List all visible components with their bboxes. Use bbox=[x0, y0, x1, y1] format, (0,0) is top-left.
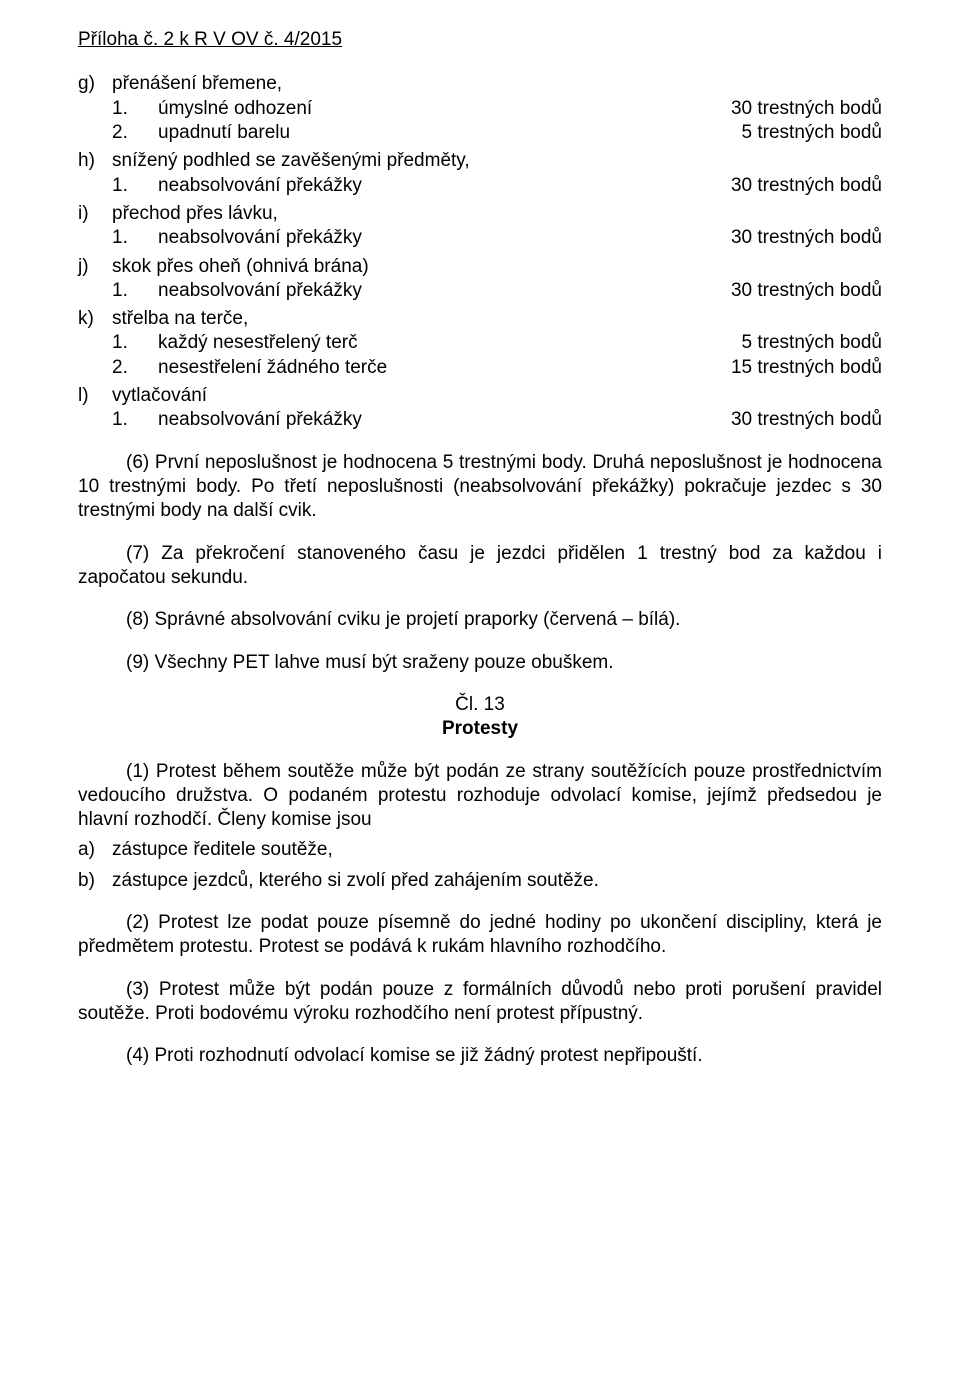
sub-k-1: 1. každý nesestřelený terč 5 trestných b… bbox=[112, 331, 882, 355]
sub-i-1: 1. neabsolvování překážky 30 trestných b… bbox=[112, 226, 882, 250]
text-b: zástupce jezdců, kterého si zvolí před z… bbox=[112, 869, 599, 893]
sub-marker: 1. bbox=[112, 408, 158, 432]
sub-k-2: 2. nesestřelení žádného terče 15 trestný… bbox=[112, 356, 882, 380]
marker-k: k) bbox=[78, 307, 112, 331]
sub-marker: 1. bbox=[112, 174, 158, 198]
sub-g-1: 1. úmyslné odhození 30 trestných bodů bbox=[112, 97, 882, 121]
para-7: (7) Za překročení stanoveného času je je… bbox=[78, 542, 882, 591]
sub-label: každý nesestřelený terč bbox=[158, 331, 358, 355]
article-title: Protesty bbox=[78, 717, 882, 741]
marker-a: a) bbox=[78, 838, 112, 862]
list-item-h: h) snížený podhled se zavěšenými předmět… bbox=[78, 149, 882, 198]
penalty: 30 trestných bodů bbox=[731, 226, 882, 250]
penalty: 5 trestných bodů bbox=[742, 331, 882, 355]
label-j: skok přes oheň (ohnivá brána) bbox=[112, 255, 369, 279]
marker-b: b) bbox=[78, 869, 112, 893]
list-item-j: j) skok přes oheň (ohnivá brána) 1. neab… bbox=[78, 255, 882, 304]
article-heading: Čl. 13 Protesty bbox=[78, 693, 882, 742]
sub-marker: 2. bbox=[112, 121, 158, 145]
marker-h: h) bbox=[78, 149, 112, 173]
label-l: vytlačování bbox=[112, 384, 207, 408]
list-item-g: g) přenášení břemene, 1. úmyslné odhozen… bbox=[78, 72, 882, 145]
article-number: Čl. 13 bbox=[78, 693, 882, 717]
sub-label: upadnutí barelu bbox=[158, 121, 290, 145]
penalty: 5 trestných bodů bbox=[742, 121, 882, 145]
sub-marker: 2. bbox=[112, 356, 158, 380]
marker-j: j) bbox=[78, 255, 112, 279]
protest-a: a) zástupce ředitele soutěže, bbox=[78, 838, 882, 862]
marker-i: i) bbox=[78, 202, 112, 226]
sub-label: neabsolvování překážky bbox=[158, 174, 362, 198]
penalty: 30 trestných bodů bbox=[731, 174, 882, 198]
sub-g-2: 2. upadnutí barelu 5 trestných bodů bbox=[112, 121, 882, 145]
para-8: (8) Správné absolvování cviku je projetí… bbox=[78, 608, 882, 632]
list-item-k: k) střelba na terče, 1. každý nesestřele… bbox=[78, 307, 882, 380]
sub-label: neabsolvování překážky bbox=[158, 408, 362, 432]
label-g: přenášení břemene, bbox=[112, 72, 282, 96]
protest-p3: (3) Protest může být podán pouze z formá… bbox=[78, 978, 882, 1027]
marker-g: g) bbox=[78, 72, 112, 96]
protest-p4: (4) Proti rozhodnutí odvolací komise se … bbox=[78, 1044, 882, 1068]
sub-l-1: 1. neabsolvování překážky 30 trestných b… bbox=[112, 408, 882, 432]
label-h: snížený podhled se zavěšenými předměty, bbox=[112, 149, 470, 173]
sub-label: úmyslné odhození bbox=[158, 97, 312, 121]
sub-marker: 1. bbox=[112, 97, 158, 121]
penalty: 30 trestných bodů bbox=[731, 279, 882, 303]
marker-l: l) bbox=[78, 384, 112, 408]
protest-p1: (1) Protest během soutěže může být podán… bbox=[78, 760, 882, 833]
sub-marker: 1. bbox=[112, 226, 158, 250]
para-6: (6) První neposlušnost je hodnocena 5 tr… bbox=[78, 451, 882, 524]
sub-label: neabsolvování překážky bbox=[158, 279, 362, 303]
penalty: 30 trestných bodů bbox=[731, 97, 882, 121]
sub-label: nesestřelení žádného terče bbox=[158, 356, 387, 380]
protest-p2: (2) Protest lze podat pouze písemně do j… bbox=[78, 911, 882, 960]
sub-h-1: 1. neabsolvování překážky 30 trestných b… bbox=[112, 174, 882, 198]
list-item-i: i) přechod přes lávku, 1. neabsolvování … bbox=[78, 202, 882, 251]
text-a: zástupce ředitele soutěže, bbox=[112, 838, 333, 862]
penalty: 30 trestných bodů bbox=[731, 408, 882, 432]
sub-marker: 1. bbox=[112, 279, 158, 303]
page-header: Příloha č. 2 k R V OV č. 4/2015 bbox=[78, 28, 882, 52]
sub-marker: 1. bbox=[112, 331, 158, 355]
sub-label: neabsolvování překážky bbox=[158, 226, 362, 250]
label-i: přechod přes lávku, bbox=[112, 202, 278, 226]
sub-j-1: 1. neabsolvování překážky 30 trestných b… bbox=[112, 279, 882, 303]
penalty: 15 trestných bodů bbox=[731, 356, 882, 380]
list-item-l: l) vytlačování 1. neabsolvování překážky… bbox=[78, 384, 882, 433]
protest-b: b) zástupce jezdců, kterého si zvolí pře… bbox=[78, 869, 882, 893]
label-k: střelba na terče, bbox=[112, 307, 248, 331]
para-9: (9) Všechny PET lahve musí být sraženy p… bbox=[78, 651, 882, 675]
